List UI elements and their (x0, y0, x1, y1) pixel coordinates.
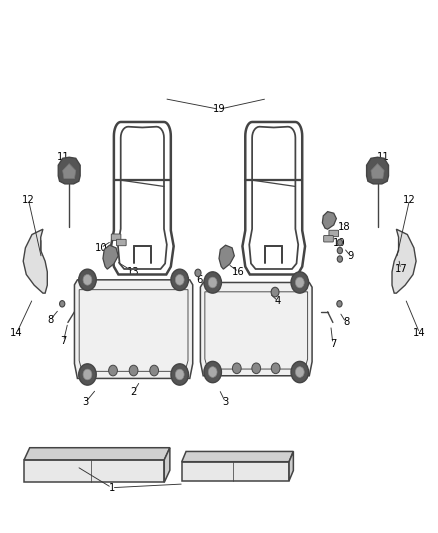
Text: 12: 12 (22, 195, 35, 205)
Polygon shape (164, 448, 170, 482)
Circle shape (195, 269, 201, 277)
Polygon shape (23, 229, 47, 293)
FancyBboxPatch shape (329, 230, 339, 237)
Text: 3: 3 (223, 398, 229, 407)
Circle shape (233, 363, 241, 374)
Circle shape (295, 367, 304, 377)
Circle shape (175, 274, 184, 285)
Text: 19: 19 (212, 104, 226, 114)
Polygon shape (200, 282, 312, 376)
Text: 12: 12 (403, 195, 416, 205)
Text: 10: 10 (95, 243, 107, 253)
Circle shape (271, 287, 279, 297)
Text: 16: 16 (232, 267, 245, 277)
Circle shape (83, 369, 92, 380)
Circle shape (204, 361, 222, 383)
Text: 13: 13 (127, 267, 140, 277)
Text: 11: 11 (377, 152, 390, 162)
Circle shape (295, 277, 304, 288)
Polygon shape (103, 245, 118, 269)
Text: 7: 7 (60, 336, 67, 346)
Polygon shape (322, 212, 336, 229)
Text: 4: 4 (275, 296, 281, 306)
Text: 14: 14 (11, 328, 23, 338)
Circle shape (337, 239, 343, 246)
Polygon shape (289, 451, 293, 481)
Circle shape (271, 363, 280, 374)
Polygon shape (24, 448, 170, 460)
Polygon shape (182, 451, 293, 462)
Text: 9: 9 (347, 251, 353, 261)
Circle shape (79, 269, 96, 290)
Circle shape (291, 272, 308, 293)
Text: 2: 2 (131, 387, 137, 397)
Text: 8: 8 (47, 315, 53, 325)
Circle shape (208, 367, 217, 377)
Circle shape (337, 256, 343, 262)
Circle shape (171, 269, 188, 290)
Polygon shape (371, 164, 384, 179)
Circle shape (291, 361, 308, 383)
Text: 8: 8 (343, 318, 349, 327)
Circle shape (79, 364, 96, 385)
Circle shape (208, 277, 217, 288)
Circle shape (252, 363, 261, 374)
Polygon shape (392, 229, 416, 293)
Text: 11: 11 (57, 152, 70, 162)
Text: 14: 14 (413, 328, 426, 338)
FancyBboxPatch shape (117, 239, 126, 246)
Polygon shape (74, 280, 193, 378)
Polygon shape (182, 462, 289, 481)
Text: 17: 17 (394, 264, 407, 274)
Circle shape (204, 272, 222, 293)
Polygon shape (24, 460, 164, 482)
Circle shape (83, 274, 92, 285)
FancyBboxPatch shape (324, 236, 333, 242)
Text: 18: 18 (338, 222, 350, 231)
Polygon shape (367, 157, 389, 184)
Circle shape (337, 301, 342, 307)
Circle shape (129, 365, 138, 376)
Circle shape (175, 369, 184, 380)
Text: 3: 3 (82, 398, 88, 407)
Text: 7: 7 (330, 339, 336, 349)
Text: 10: 10 (333, 238, 346, 247)
Circle shape (109, 365, 117, 376)
Circle shape (171, 364, 188, 385)
Text: 1: 1 (109, 483, 115, 492)
FancyBboxPatch shape (111, 234, 121, 240)
Circle shape (150, 365, 159, 376)
Polygon shape (63, 164, 76, 179)
Text: 6: 6 (196, 275, 202, 285)
Polygon shape (219, 245, 234, 269)
Polygon shape (58, 157, 80, 184)
Circle shape (337, 247, 343, 254)
Circle shape (60, 301, 65, 307)
